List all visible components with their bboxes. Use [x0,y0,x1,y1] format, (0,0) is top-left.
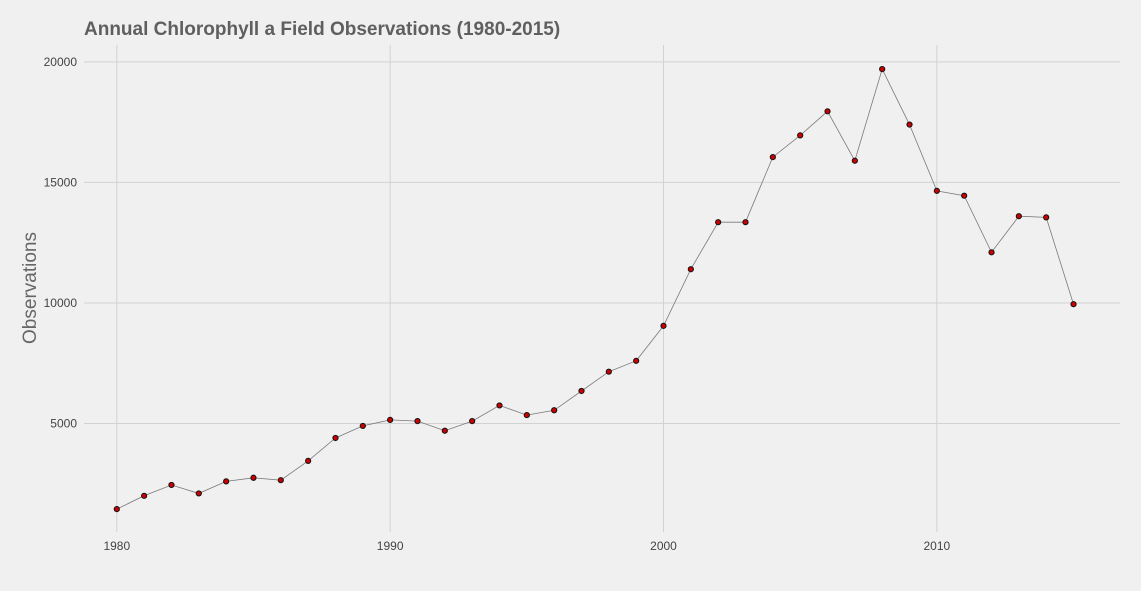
y-axis-label: Observations [20,232,41,344]
data-point [1043,214,1050,221]
data-point [605,368,612,375]
data-point [742,219,749,226]
y-tick-label: 10000 [44,296,78,310]
data-point [824,108,831,115]
data-point [250,474,257,481]
data-point [332,434,339,442]
data-point [1070,301,1077,308]
data-point [523,411,530,419]
data-point [496,402,503,409]
data-point [906,121,913,128]
y-tick-label: 5000 [50,417,77,431]
data-point [879,66,886,73]
data-point [687,266,694,273]
data-point [851,157,858,164]
series-line [116,68,1074,510]
tick-labels: 5000 10000 15000 20000 1980 1990 2000 2010 [44,55,951,553]
data-point [933,187,940,194]
data-point [797,132,804,139]
x-tick-label: 1980 [103,539,130,553]
x-tick-label: 1990 [377,539,404,553]
data-point [551,407,558,414]
data-point [141,492,148,499]
data-point [441,427,448,434]
data-point [277,477,284,484]
data-point [113,505,120,513]
data-point [961,192,968,199]
data-point [414,417,421,425]
y-tick-label: 15000 [44,175,78,189]
chart-title: Annual Chlorophyll a Field Observations … [84,19,560,40]
data-point [660,322,667,329]
series [113,66,1077,513]
data-point [305,457,312,464]
data-point [359,422,366,430]
x-tick-label: 2000 [650,539,677,553]
data-point [988,249,995,256]
grid [84,45,1120,532]
data-point [223,478,230,485]
y-tick-label: 20000 [44,55,78,69]
x-tick-label: 2010 [924,539,951,553]
data-point [769,154,776,161]
data-point [387,416,394,423]
data-point [633,357,640,364]
data-point [469,417,476,425]
data-point [195,490,202,497]
data-point [578,387,585,395]
data-point [168,481,175,489]
data-point [715,219,722,226]
data-point [1015,213,1022,220]
